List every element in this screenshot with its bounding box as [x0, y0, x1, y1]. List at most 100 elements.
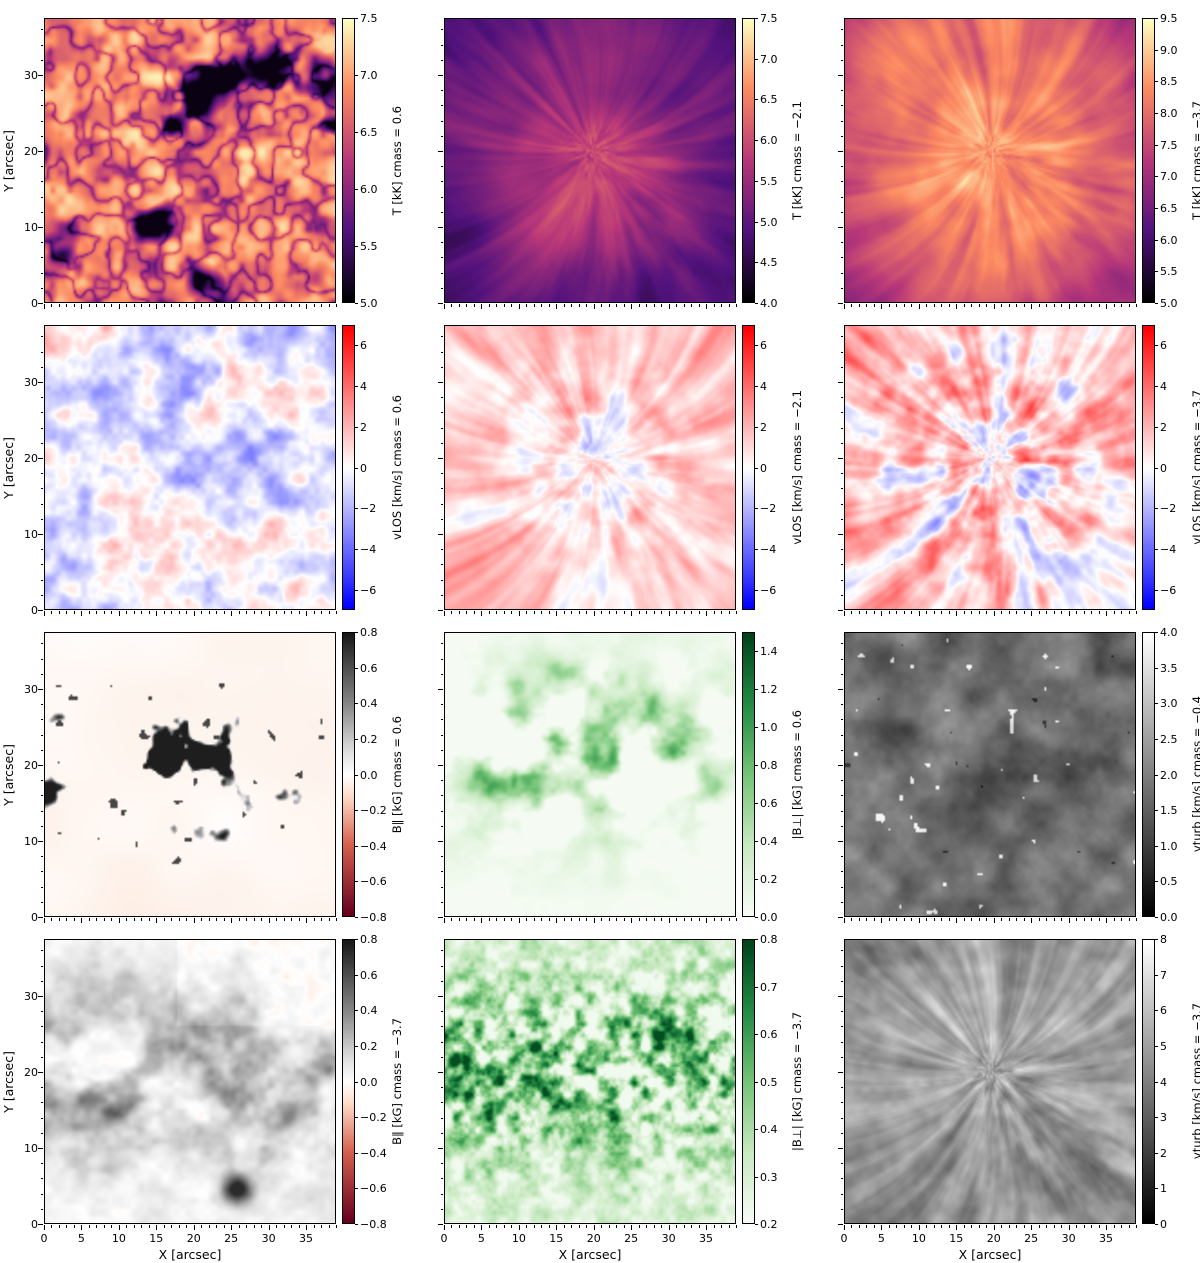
y-minor-tick: [840, 29, 843, 31]
x-minor-tick: [1046, 304, 1048, 307]
colorbar-tick: [355, 18, 358, 19]
y-minor-tick: [40, 44, 43, 46]
colorbar-tick-label: 1.0: [760, 721, 778, 734]
x-minor-tick: [473, 1225, 475, 1228]
colorbar-tick-label: 1.5: [1160, 804, 1178, 818]
y-major-tick: [438, 1072, 443, 1073]
x-minor-tick: [238, 918, 240, 921]
y-minor-tick: [40, 287, 43, 289]
x-minor-tick: [858, 1225, 860, 1228]
y-minor-tick: [440, 549, 443, 551]
y-minor-tick: [840, 166, 843, 168]
x-minor-tick: [163, 611, 165, 614]
x-minor-tick: [328, 918, 330, 921]
x-minor-tick: [646, 304, 648, 307]
y-minor-tick: [40, 503, 43, 505]
x-minor-tick: [1008, 304, 1010, 307]
x-minor-tick: [208, 611, 210, 614]
x-minor-tick: [1121, 1225, 1123, 1228]
colorbar: [742, 325, 755, 610]
x-tick-label: 30: [261, 1232, 276, 1245]
colorbar-tick-label: 5.5: [1160, 265, 1178, 279]
x-minor-tick: [638, 918, 640, 921]
y-minor-tick: [440, 59, 443, 61]
x-minor-tick: [691, 611, 693, 614]
x-major-tick: [268, 611, 270, 616]
x-minor-tick: [66, 611, 68, 614]
x-minor-tick: [616, 918, 618, 921]
y-minor-tick: [440, 90, 443, 92]
x-minor-tick: [321, 1225, 323, 1228]
x-minor-tick: [283, 1225, 285, 1228]
y-minor-tick: [840, 549, 843, 551]
x-major-tick: [518, 1225, 520, 1230]
x-minor-tick: [1001, 611, 1003, 614]
x-minor-tick: [1008, 611, 1010, 614]
colorbar-tick: [355, 345, 358, 347]
colorbar-tick: [355, 132, 358, 133]
colorbar-tick: [1155, 632, 1158, 633]
x-minor-tick: [1128, 304, 1130, 307]
heatmap-canvas: [445, 326, 735, 609]
colorbar-tick-label: 1.4: [760, 645, 778, 658]
x-minor-tick: [851, 304, 853, 307]
colorbar-tick-label: 2: [1160, 420, 1167, 434]
x-tick-label: 10: [111, 1232, 126, 1245]
x-minor-tick: [1091, 1225, 1093, 1228]
y-minor-tick: [440, 886, 443, 888]
x-minor-tick: [103, 1225, 105, 1228]
x-major-tick: [556, 611, 558, 616]
colorbar-tick: [1155, 271, 1158, 273]
colorbar-tick-label: 7.5: [760, 12, 778, 25]
y-minor-tick: [840, 1056, 843, 1058]
x-major-tick: [593, 611, 595, 616]
y-minor-tick: [440, 427, 443, 429]
y-minor-tick: [440, 564, 443, 566]
colorbar-tick-label: 0.5: [1160, 875, 1178, 889]
y-minor-tick: [40, 810, 43, 812]
x-minor-tick: [623, 611, 625, 614]
panel-bperp-cmass-m3p7: |B⊥| [kG] cmass = −3.7 X [arcsec] 0 5 10 15…: [400, 929, 804, 1262]
x-minor-tick: [466, 918, 468, 921]
colorbar-tick: [1155, 774, 1158, 776]
x-minor-tick: [1098, 304, 1100, 307]
colorbar-tick-label: 7: [1160, 968, 1167, 982]
colorbar-tick: [355, 845, 358, 847]
colorbar-tick: [1155, 1010, 1158, 1012]
y-tick-label: 10: [24, 835, 38, 848]
panel-temperature-cmass-0p6: Y [arcsec] T [kK] cmass = 0.6 0 10 20 30 5.0…: [0, 8, 404, 315]
y-axis-label-text: Y [arcsec]: [0, 436, 16, 499]
x-minor-tick: [1076, 918, 1078, 921]
y-minor-tick: [440, 1056, 443, 1058]
colorbar-tick: [755, 939, 758, 940]
x-minor-tick: [578, 918, 580, 921]
colorbar-canvas: [1143, 633, 1154, 916]
colorbar-canvas: [743, 19, 754, 302]
y-minor-tick: [840, 564, 843, 566]
colorbar-tick: [755, 303, 758, 304]
x-minor-tick: [111, 918, 113, 921]
x-major-tick: [193, 611, 195, 616]
x-minor-tick: [451, 304, 453, 307]
y-minor-tick: [840, 1026, 843, 1028]
x-minor-tick: [563, 918, 565, 921]
colorbar-tick-label: 8.5: [1160, 75, 1178, 89]
y-minor-tick: [440, 336, 443, 338]
x-minor-tick: [1016, 918, 1018, 921]
x-minor-tick: [496, 918, 498, 921]
x-major-tick: [556, 304, 558, 309]
x-minor-tick: [208, 304, 210, 307]
colorbar-tick-label: −0.4: [360, 839, 387, 853]
x-minor-tick: [148, 918, 150, 921]
y-minor-tick: [40, 856, 43, 858]
y-minor-tick: [40, 120, 43, 122]
x-major-tick: [881, 918, 883, 923]
x-major-tick: [631, 918, 633, 923]
x-minor-tick: [276, 1225, 278, 1228]
x-minor-tick: [511, 304, 513, 307]
y-minor-tick: [40, 594, 43, 596]
x-minor-tick: [103, 611, 105, 614]
x-minor-tick: [616, 611, 618, 614]
x-axis-label-text: X [arcsec]: [958, 1247, 1022, 1262]
y-minor-tick: [440, 473, 443, 475]
